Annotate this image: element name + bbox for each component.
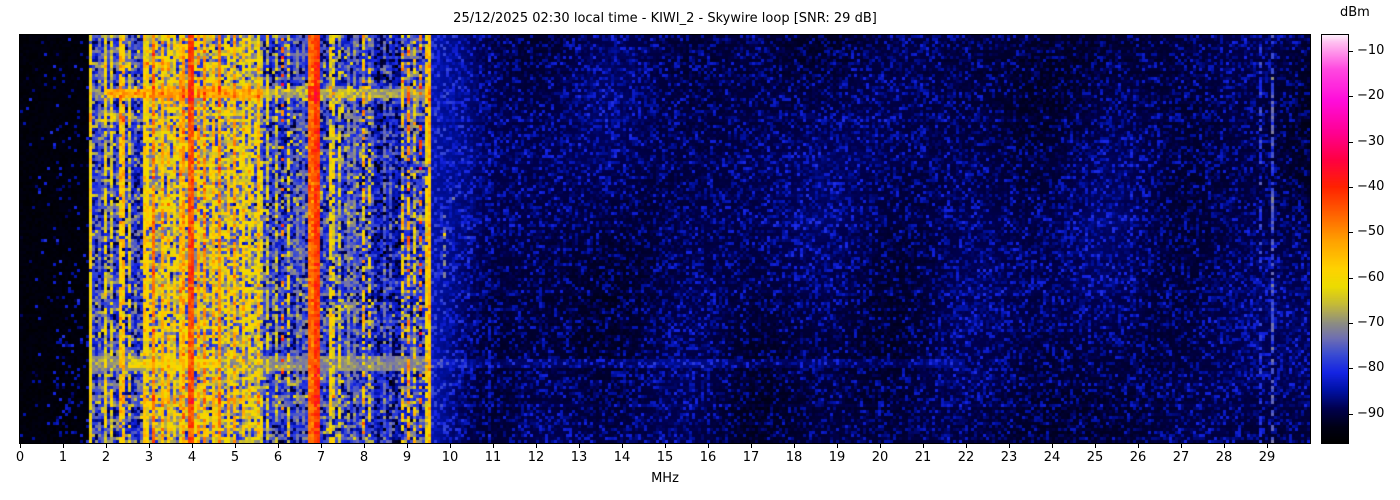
x-axis-tick bbox=[708, 444, 709, 448]
x-axis-tick bbox=[622, 444, 623, 448]
x-axis-tick-label: 28 bbox=[1215, 450, 1233, 465]
x-axis-tick-label: 18 bbox=[785, 450, 803, 465]
x-axis-label: MHz bbox=[651, 471, 679, 486]
x-axis-tick-label: 0 bbox=[15, 450, 25, 465]
colorbar-tick-label: −50 bbox=[1357, 224, 1385, 240]
colorbar-tick-label: −40 bbox=[1357, 178, 1385, 194]
x-axis-tick bbox=[536, 444, 537, 448]
colorbar-tick bbox=[1349, 368, 1353, 370]
colorbar-tick bbox=[1349, 50, 1353, 52]
x-axis-tick-label: 4 bbox=[187, 450, 197, 465]
waterfall-heatmap bbox=[19, 34, 1311, 444]
colorbar-tick bbox=[1349, 96, 1353, 98]
x-axis-tick bbox=[149, 444, 150, 448]
x-axis-tick bbox=[278, 444, 279, 448]
x-axis-tick bbox=[665, 444, 666, 448]
x-axis-tick bbox=[1138, 444, 1139, 448]
x-axis-tick bbox=[966, 444, 967, 448]
x-axis-tick-label: 15 bbox=[656, 450, 674, 465]
colorbar-tick bbox=[1349, 232, 1353, 234]
x-axis-tick-label: 2 bbox=[101, 450, 111, 465]
x-axis-tick bbox=[923, 444, 924, 448]
colorbar-tick-label: −60 bbox=[1357, 269, 1385, 285]
x-axis-tick bbox=[364, 444, 365, 448]
x-axis-tick bbox=[321, 444, 322, 448]
x-axis-tick-label: 8 bbox=[359, 450, 369, 465]
x-axis-tick-label: 1 bbox=[58, 450, 68, 465]
x-axis-tick-label: 23 bbox=[1000, 450, 1018, 465]
colorbar-tick-label: −30 bbox=[1357, 133, 1385, 149]
x-axis-tick bbox=[450, 444, 451, 448]
x-axis-tick bbox=[106, 444, 107, 448]
colorbar-tick-label: −90 bbox=[1357, 405, 1385, 421]
x-axis-tick-label: 3 bbox=[144, 450, 154, 465]
x-axis-tick-label: 12 bbox=[527, 450, 545, 465]
x-axis-tick-label: 7 bbox=[316, 450, 326, 465]
x-axis-tick bbox=[192, 444, 193, 448]
colorbar-tick bbox=[1349, 322, 1353, 324]
x-axis-tick bbox=[1009, 444, 1010, 448]
x-axis-tick bbox=[837, 444, 838, 448]
x-axis-tick bbox=[20, 444, 21, 448]
x-axis-tick-label: 16 bbox=[699, 450, 717, 465]
x-axis-tick-label: 11 bbox=[484, 450, 502, 465]
colorbar-tick bbox=[1349, 413, 1353, 415]
x-axis-tick-label: 19 bbox=[828, 450, 846, 465]
x-axis-tick-label: 26 bbox=[1129, 450, 1147, 465]
x-axis-tick-label: 5 bbox=[230, 450, 240, 465]
colorbar-tick bbox=[1349, 186, 1353, 188]
x-axis-tick bbox=[493, 444, 494, 448]
x-axis-tick-label: 24 bbox=[1043, 450, 1061, 465]
x-axis-tick bbox=[235, 444, 236, 448]
colorbar-tick-label: −80 bbox=[1357, 360, 1385, 376]
x-axis-tick-label: 10 bbox=[441, 450, 459, 465]
x-axis-tick bbox=[1052, 444, 1053, 448]
x-axis-tick-label: 14 bbox=[613, 450, 631, 465]
x-axis-tick bbox=[407, 444, 408, 448]
x-axis-tick bbox=[794, 444, 795, 448]
x-axis-tick bbox=[1095, 444, 1096, 448]
x-axis-tick bbox=[880, 444, 881, 448]
x-axis-tick-label: 22 bbox=[957, 450, 975, 465]
x-axis-tick-label: 25 bbox=[1086, 450, 1104, 465]
colorbar-tick bbox=[1349, 141, 1353, 143]
x-axis-tick bbox=[1267, 444, 1268, 448]
x-axis-tick-label: 20 bbox=[871, 450, 889, 465]
x-axis-tick-label: 29 bbox=[1258, 450, 1276, 465]
x-axis-tick-label: 17 bbox=[742, 450, 760, 465]
colorbar-tick-label: −20 bbox=[1357, 88, 1385, 104]
x-axis-tick-label: 13 bbox=[570, 450, 588, 465]
x-axis-tick-label: 9 bbox=[402, 450, 412, 465]
chart-title: 25/12/2025 02:30 local time - KIWI_2 - S… bbox=[453, 11, 877, 26]
colorbar bbox=[1321, 34, 1349, 444]
colorbar-tick bbox=[1349, 277, 1353, 279]
x-axis-tick bbox=[751, 444, 752, 448]
colorbar-tick-label: −70 bbox=[1357, 314, 1385, 330]
x-axis-tick bbox=[63, 444, 64, 448]
x-axis-tick-label: 21 bbox=[914, 450, 932, 465]
x-axis-tick-label: 6 bbox=[273, 450, 283, 465]
x-axis-tick bbox=[1181, 444, 1182, 448]
colorbar-tick-label: −10 bbox=[1357, 42, 1385, 58]
x-axis-tick-label: 27 bbox=[1172, 450, 1190, 465]
x-axis-tick bbox=[579, 444, 580, 448]
colorbar-label: dBm bbox=[1340, 5, 1370, 20]
x-axis-tick bbox=[1224, 444, 1225, 448]
